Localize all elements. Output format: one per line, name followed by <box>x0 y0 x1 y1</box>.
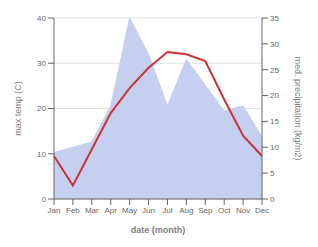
svg-text:Jul: Jul <box>162 206 172 215</box>
svg-text:Mar: Mar <box>85 206 99 215</box>
svg-text:30: 30 <box>270 40 279 49</box>
svg-text:Jun: Jun <box>142 206 155 215</box>
svg-text:0: 0 <box>42 195 47 204</box>
svg-text:25: 25 <box>270 66 279 75</box>
svg-text:Jan: Jan <box>48 206 61 215</box>
svg-text:med. precipitation (kg/m2): med. precipitation (kg/m2) <box>293 56 303 160</box>
svg-text:0: 0 <box>270 195 275 204</box>
svg-text:5: 5 <box>270 169 275 178</box>
svg-text:20: 20 <box>270 91 279 100</box>
svg-text:Sep: Sep <box>198 206 213 215</box>
svg-text:15: 15 <box>270 117 279 126</box>
svg-text:30: 30 <box>37 59 46 68</box>
svg-text:Nov: Nov <box>236 206 250 215</box>
svg-text:20: 20 <box>37 104 46 113</box>
svg-text:May: May <box>122 206 137 215</box>
svg-text:Oct: Oct <box>218 206 231 215</box>
svg-text:Apr: Apr <box>105 206 118 215</box>
svg-text:Feb: Feb <box>66 206 80 215</box>
svg-text:date (month): date (month) <box>131 225 186 235</box>
svg-text:10: 10 <box>37 150 46 159</box>
svg-text:10: 10 <box>270 143 279 152</box>
svg-text:Aug: Aug <box>179 206 193 215</box>
svg-text:35: 35 <box>270 14 279 23</box>
svg-text:Dec: Dec <box>255 206 269 215</box>
svg-text:40: 40 <box>37 14 46 23</box>
svg-text:max temp (C): max temp (C) <box>13 81 23 136</box>
